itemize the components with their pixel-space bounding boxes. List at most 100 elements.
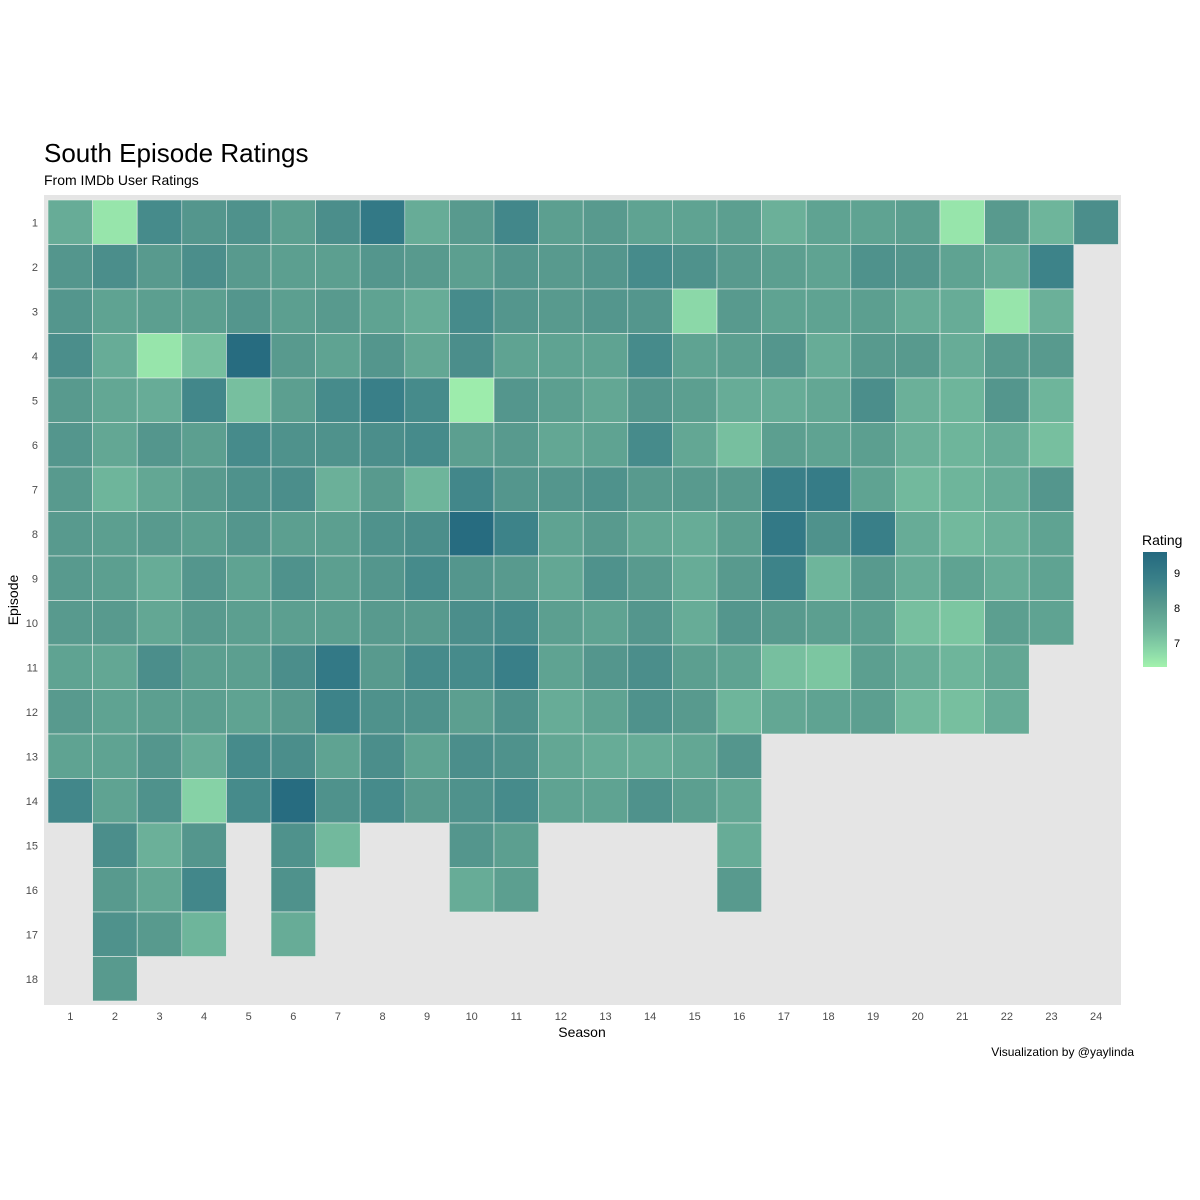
heatmap-cell (984, 377, 1030, 423)
heatmap-cell (181, 422, 227, 468)
heatmap-cell (315, 288, 361, 334)
heatmap-cell (92, 733, 138, 779)
heatmap-cell (136, 466, 183, 512)
heatmap-cell (359, 333, 406, 379)
heatmap-cell (136, 199, 183, 245)
heatmap-cell (850, 199, 896, 245)
heatmap-cell (359, 733, 406, 779)
heatmap-cell (92, 778, 138, 824)
heatmap-cell (47, 511, 93, 557)
heatmap-cell (538, 600, 584, 646)
heatmap-cell (984, 600, 1030, 646)
heatmap-cell (92, 689, 138, 735)
heatmap-cell (181, 911, 227, 957)
heatmap-cell (538, 733, 584, 779)
heatmap-cell (449, 644, 495, 690)
heatmap-cell (404, 644, 450, 690)
heatmap-cell (493, 689, 539, 735)
chart-title: South Episode Ratings (44, 138, 309, 168)
heatmap-cell (493, 867, 539, 913)
heatmap-cell (136, 867, 183, 913)
heatmap-cell (47, 333, 93, 379)
heatmap-cell (716, 600, 762, 646)
heatmap-cell (895, 333, 941, 379)
heatmap-cell (270, 422, 316, 468)
heatmap-cell (1028, 511, 1075, 557)
heatmap-cell (582, 377, 629, 423)
chart-subtitle: From IMDb User Ratings (44, 172, 199, 188)
legend-tick-label: 8 (1174, 603, 1181, 615)
heatmap-cell (761, 689, 807, 735)
heatmap-cell (805, 422, 852, 468)
heatmap-cell (493, 822, 539, 868)
heatmap-cell (136, 911, 183, 957)
heatmap-cell (493, 422, 539, 468)
heatmap-cell (270, 555, 316, 601)
heatmap-cell (582, 555, 629, 601)
x-tick-label: 17 (778, 1011, 790, 1023)
heatmap-cell (984, 466, 1030, 512)
heatmap-cell (627, 466, 673, 512)
heatmap-cell (359, 199, 406, 245)
heatmap-cell (627, 778, 673, 824)
heatmap-cell (359, 244, 406, 290)
heatmap-cell (270, 333, 316, 379)
heatmap-cell (984, 644, 1030, 690)
heatmap-cell (226, 422, 272, 468)
heatmap-cell (538, 288, 584, 334)
heatmap-cell (582, 600, 629, 646)
heatmap-cell (359, 778, 406, 824)
y-tick-label: 4 (32, 351, 38, 363)
heatmap-cell (627, 288, 673, 334)
heatmap-cell (672, 333, 718, 379)
heatmap-cell (92, 822, 138, 868)
heatmap-cell (850, 333, 896, 379)
heatmap-cell (672, 733, 718, 779)
heatmap-cell (850, 466, 896, 512)
heatmap-cell (136, 822, 183, 868)
heatmap-cell (672, 377, 718, 423)
heatmap-cell (404, 199, 450, 245)
x-tick-label: 15 (689, 1011, 701, 1023)
heatmap-cell (895, 377, 941, 423)
y-tick-label: 6 (32, 440, 38, 452)
x-tick-label: 13 (599, 1011, 611, 1023)
x-tick-label: 5 (246, 1011, 252, 1023)
heatmap-cell (181, 778, 227, 824)
y-tick-label: 18 (26, 974, 38, 986)
heatmap-cell (716, 867, 762, 913)
heatmap-cell (850, 422, 896, 468)
heatmap-cell (404, 778, 450, 824)
y-tick-label: 5 (32, 395, 38, 407)
heatmap-cell (47, 422, 93, 468)
heatmap-cell (672, 244, 718, 290)
heatmap-cell (538, 244, 584, 290)
heatmap-cell (582, 778, 629, 824)
heatmap-cell (538, 422, 584, 468)
chart-caption: Visualization by @yaylinda (991, 1045, 1134, 1059)
heatmap-cell (47, 733, 93, 779)
x-tick-label: 14 (644, 1011, 656, 1023)
y-tick-label: 14 (26, 796, 38, 808)
heatmap-cell (47, 555, 93, 601)
heatmap-cell (359, 288, 406, 334)
heatmap-cell (493, 778, 539, 824)
heatmap-cell (538, 466, 584, 512)
x-tick-label: 22 (1001, 1011, 1013, 1023)
heatmap-cell (449, 555, 495, 601)
heatmap-cell (627, 244, 673, 290)
heatmap-cell (136, 689, 183, 735)
heatmap-cell (315, 733, 361, 779)
heatmap-cell (315, 244, 361, 290)
heatmap-cell (672, 778, 718, 824)
heatmap-cell (984, 199, 1030, 245)
heatmap-cell (850, 689, 896, 735)
heatmap-cell (449, 244, 495, 290)
heatmap-cell (92, 511, 138, 557)
heatmap-cell (538, 333, 584, 379)
heatmap-cell (449, 600, 495, 646)
heatmap-cell (627, 600, 673, 646)
heatmap-cell (716, 644, 762, 690)
heatmap-cell (136, 555, 183, 601)
